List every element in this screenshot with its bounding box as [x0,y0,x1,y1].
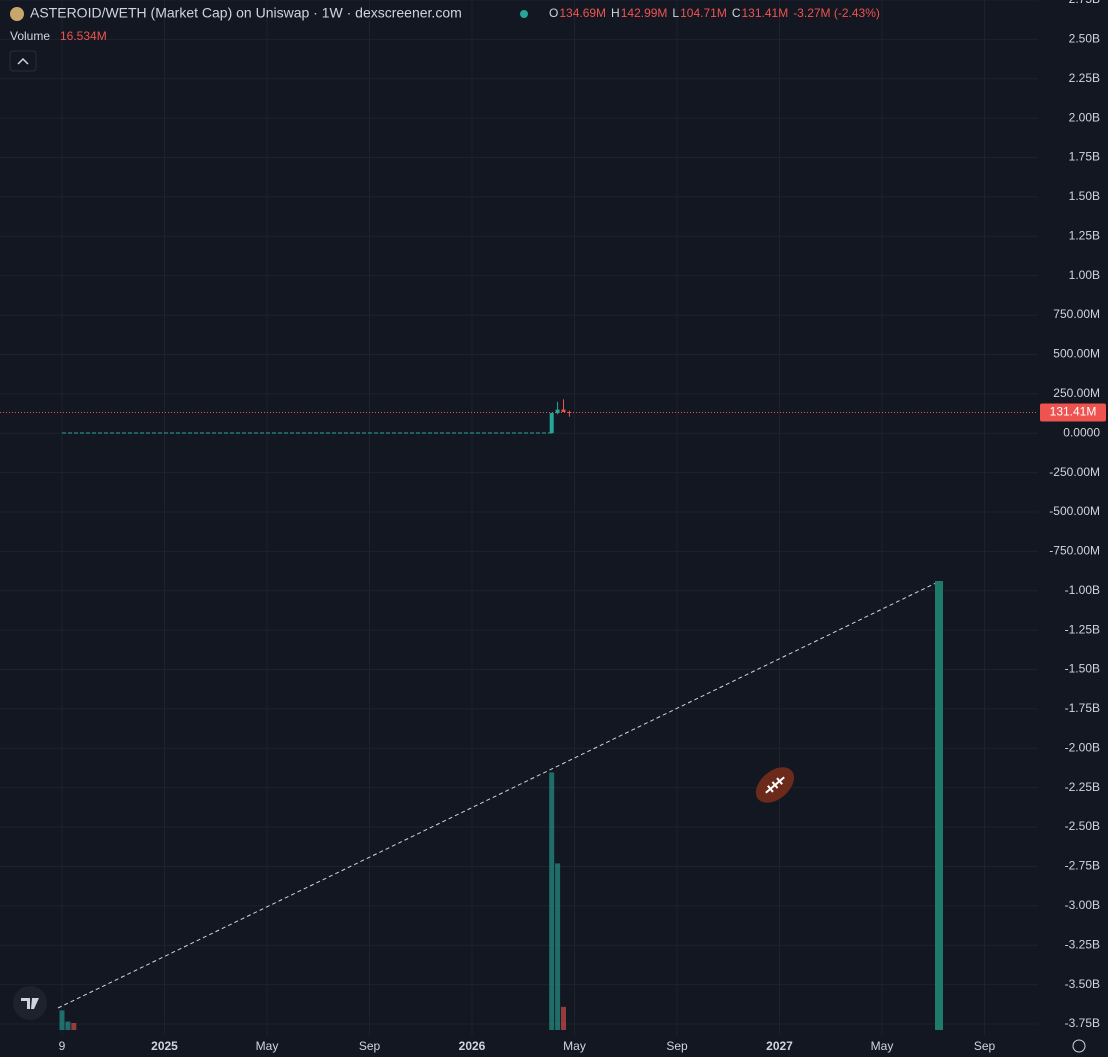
y-tick-label: 0.0000 [1063,425,1100,439]
candle-body [567,412,572,414]
y-tick-label: -1.50B [1065,662,1100,676]
candle-body [549,413,554,434]
logo-mark [21,998,39,1009]
ohlc-key: L [672,6,679,20]
trend-line [57,581,939,1009]
y-tick-label: 2.75B [1069,0,1100,6]
y-tick-label: -250.00M [1049,465,1100,479]
y-tick-label: -2.25B [1065,780,1100,794]
x-tick-label: 2027 [766,1039,793,1053]
ohlc-value: 131.41M [741,6,788,20]
y-tick-label: 1.50B [1069,189,1100,203]
x-tick-label: May [256,1039,279,1053]
price-tag-label: 131.41M [1050,405,1097,419]
y-tick-label: -2.50B [1065,819,1100,833]
y-tick-label: 500.00M [1053,347,1100,361]
y-tick-label: 750.00M [1053,307,1100,321]
price-tag [1040,403,1106,422]
collapse-icon [17,57,29,65]
token-icon [10,7,24,21]
x-tick-label: Sep [359,1039,381,1053]
x-tick-label: 2025 [151,1039,178,1053]
y-tick-label: -2.75B [1065,859,1100,873]
y-tick-label: -750.00M [1049,544,1100,558]
y-tick-label: -3.50B [1065,977,1100,991]
x-tick-label: Sep [974,1039,996,1053]
x-tick-label: May [563,1039,586,1053]
drawn-rectangle [935,581,943,1030]
y-tick-label: -3.75B [1065,1016,1100,1030]
volume-bar [71,1023,77,1030]
x-tick-label: 9 [59,1039,66,1053]
y-tick-label: -1.25B [1065,622,1100,636]
y-tick-label: -3.25B [1065,937,1100,951]
ohlc-value: 134.69M [559,6,606,20]
ohlc-value: 104.71M [680,6,727,20]
y-tick-label: -3.00B [1065,898,1100,912]
ohlc-key: C [732,6,741,20]
plot [59,399,572,1030]
ohlc-value: -3.27M (-2.43%) [793,6,880,20]
y-tick-label: 2.50B [1069,32,1100,46]
y-tick-label: 2.00B [1069,110,1100,124]
x-tick-label: 2026 [459,1039,486,1053]
x-tick-label: Sep [666,1039,688,1053]
football-emoji [755,767,795,803]
y-tick-label: -1.00B [1065,583,1100,597]
ohlc-key: O [549,6,558,20]
y-tick-label: 1.25B [1069,228,1100,242]
collapse-button[interactable] [9,50,37,72]
y-tick-label: -2.00B [1065,740,1100,754]
settings-button[interactable] [1072,1039,1086,1053]
candle-body [555,409,560,414]
volume-bar [65,1021,71,1030]
x-tick-label: May [871,1039,894,1053]
volume-value: 16.534M [60,29,107,43]
candle-body [561,409,566,413]
volume-label: Volume [10,29,50,43]
ohlc-key: H [611,6,620,20]
y-tick-label: 250.00M [1053,386,1100,400]
ohlc-value: 142.99M [621,6,668,20]
y-tick-label: 1.75B [1069,150,1100,164]
status-dot [520,10,528,18]
y-tick-label: -500.00M [1049,504,1100,518]
ohlc-legend: O 134.69M H 142.99M L 104.71M C 131.41M -3.27M (… [549,6,880,20]
y-tick-label: -1.75B [1065,701,1100,715]
volume-bar [555,863,561,1030]
volume-bar [549,772,555,1030]
volume-bar [561,1006,566,1030]
volume-bar [59,1010,65,1030]
chart-title: ASTEROID/WETH (Market Cap) on Uniswap · … [30,5,462,21]
y-tick-label: 1.00B [1069,268,1100,282]
y-tick-label: 2.25B [1069,71,1100,85]
